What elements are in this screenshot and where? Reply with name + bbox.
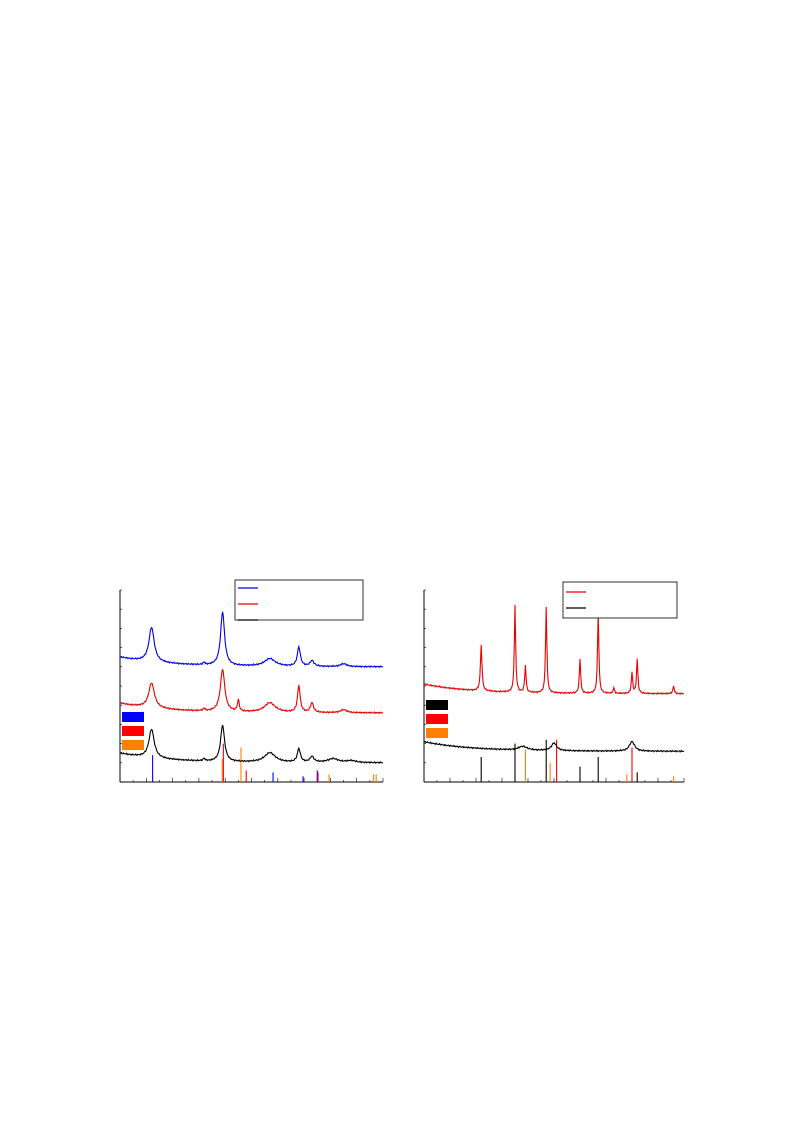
- reference-swatch-2: [426, 728, 448, 738]
- right-chart-panel: [423, 581, 685, 783]
- reference-swatch-2: [122, 740, 144, 750]
- series-line-1: [119, 669, 384, 715]
- reference-swatch-0: [426, 700, 448, 710]
- series-line-0: [423, 605, 685, 696]
- reference-swatch-1: [426, 714, 448, 724]
- series-line-2: [119, 724, 384, 765]
- reference-swatch-0: [122, 712, 144, 722]
- reference-swatch-1: [122, 726, 144, 736]
- legend-box: [562, 581, 678, 619]
- series-line-1: [423, 740, 685, 753]
- legend-box: [234, 579, 364, 621]
- left-chart-panel: [119, 579, 384, 783]
- series-line-0: [119, 611, 384, 669]
